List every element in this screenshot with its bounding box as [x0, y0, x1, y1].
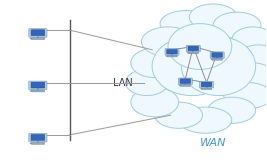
Ellipse shape — [232, 63, 267, 89]
FancyBboxPatch shape — [167, 50, 177, 54]
FancyBboxPatch shape — [210, 52, 224, 58]
Ellipse shape — [160, 11, 213, 37]
FancyBboxPatch shape — [31, 134, 45, 140]
Ellipse shape — [30, 143, 32, 144]
FancyBboxPatch shape — [31, 82, 45, 88]
Ellipse shape — [189, 4, 237, 30]
Ellipse shape — [211, 59, 212, 60]
Ellipse shape — [131, 48, 179, 78]
FancyBboxPatch shape — [201, 88, 212, 90]
FancyBboxPatch shape — [29, 133, 47, 142]
FancyBboxPatch shape — [29, 81, 47, 90]
Ellipse shape — [179, 107, 232, 133]
Ellipse shape — [181, 37, 256, 96]
FancyBboxPatch shape — [31, 142, 45, 144]
FancyBboxPatch shape — [180, 79, 191, 83]
FancyBboxPatch shape — [188, 52, 198, 54]
FancyBboxPatch shape — [212, 53, 222, 57]
Ellipse shape — [208, 97, 256, 123]
FancyBboxPatch shape — [201, 82, 212, 87]
Ellipse shape — [179, 85, 180, 86]
Text: LAN: LAN — [113, 78, 133, 87]
FancyBboxPatch shape — [180, 85, 190, 86]
Ellipse shape — [152, 37, 232, 96]
Ellipse shape — [131, 87, 179, 117]
Ellipse shape — [155, 102, 203, 128]
Ellipse shape — [232, 27, 267, 53]
FancyBboxPatch shape — [29, 29, 47, 37]
Ellipse shape — [168, 24, 232, 69]
Ellipse shape — [30, 38, 32, 39]
Ellipse shape — [213, 12, 261, 38]
FancyBboxPatch shape — [165, 49, 179, 55]
FancyBboxPatch shape — [212, 59, 222, 60]
FancyBboxPatch shape — [199, 81, 214, 88]
FancyBboxPatch shape — [31, 38, 45, 40]
Ellipse shape — [142, 27, 195, 56]
Ellipse shape — [125, 69, 168, 96]
Text: WAN: WAN — [200, 138, 226, 148]
FancyBboxPatch shape — [186, 45, 200, 52]
FancyBboxPatch shape — [178, 78, 192, 85]
Ellipse shape — [224, 82, 267, 109]
FancyBboxPatch shape — [31, 90, 45, 92]
FancyBboxPatch shape — [31, 30, 45, 36]
FancyBboxPatch shape — [167, 55, 177, 57]
FancyBboxPatch shape — [188, 46, 199, 51]
Ellipse shape — [237, 45, 267, 71]
